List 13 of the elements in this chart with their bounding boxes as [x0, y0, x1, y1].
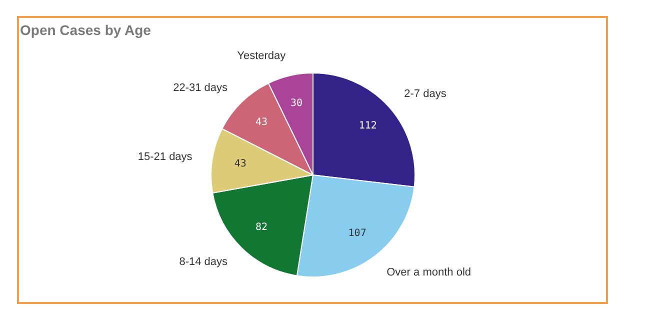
data-label: 112 — [358, 120, 377, 132]
slice-label: 22-31 days — [173, 82, 228, 94]
data-label: 107 — [348, 228, 366, 240]
data-label: 30 — [290, 98, 303, 109]
data-label: 82 — [256, 222, 268, 233]
slice-label: 15-21 days — [138, 151, 193, 164]
slice-label: 2-7 days — [404, 88, 447, 100]
chart-title: Open Cases by Age — [20, 22, 152, 38]
slice-label: Yesterday — [237, 50, 286, 62]
slice-label: 8-14 days — [179, 256, 228, 268]
slice-label: Over a month old — [386, 266, 472, 278]
data-label: 43 — [234, 158, 246, 170]
data-label: 43 — [256, 117, 268, 128]
